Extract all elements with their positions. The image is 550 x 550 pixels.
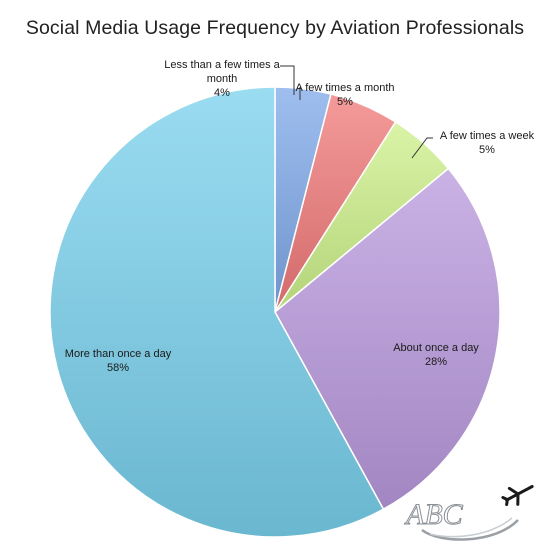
pie-slice-4 bbox=[274, 167, 501, 511]
slice-value-3: 5% bbox=[479, 144, 495, 156]
logo-text: ABC bbox=[404, 498, 464, 531]
slice-label-3: A few times a week 5% bbox=[440, 130, 535, 156]
slice-label-2: A few times a month 5% bbox=[295, 82, 394, 108]
slice-name-2: A few times a month bbox=[295, 82, 394, 94]
pie-slice-5 bbox=[49, 86, 385, 538]
slice-value-1: 4% bbox=[214, 87, 230, 99]
abc-logo: ABC bbox=[404, 484, 534, 541]
leader-line-1 bbox=[280, 65, 295, 95]
logo-swoosh-inner bbox=[429, 517, 513, 538]
slice-name-1: month bbox=[207, 73, 238, 85]
logo-swoosh bbox=[421, 519, 519, 541]
slice-value-2: 5% bbox=[337, 96, 353, 108]
airplane-icon bbox=[501, 484, 534, 507]
slice-name-1: Less than a few times a bbox=[164, 59, 280, 71]
slice-label-4: About once a day 28% bbox=[393, 342, 479, 368]
slice-name-3: A few times a week bbox=[440, 130, 535, 142]
slice-name-4: About once a day bbox=[393, 342, 479, 354]
slice-value-4: 28% bbox=[425, 356, 447, 368]
leader-line-3 bbox=[411, 137, 433, 159]
slice-name-5: More than once a day bbox=[65, 348, 172, 360]
slice-value-5: 58% bbox=[107, 362, 129, 374]
slice-label-1: Less than a few times a month 4% bbox=[164, 59, 280, 99]
slice-label-5: More than once a day 58% bbox=[65, 348, 172, 374]
chart-title: Social Media Usage Frequency by Aviation… bbox=[25, 17, 525, 39]
